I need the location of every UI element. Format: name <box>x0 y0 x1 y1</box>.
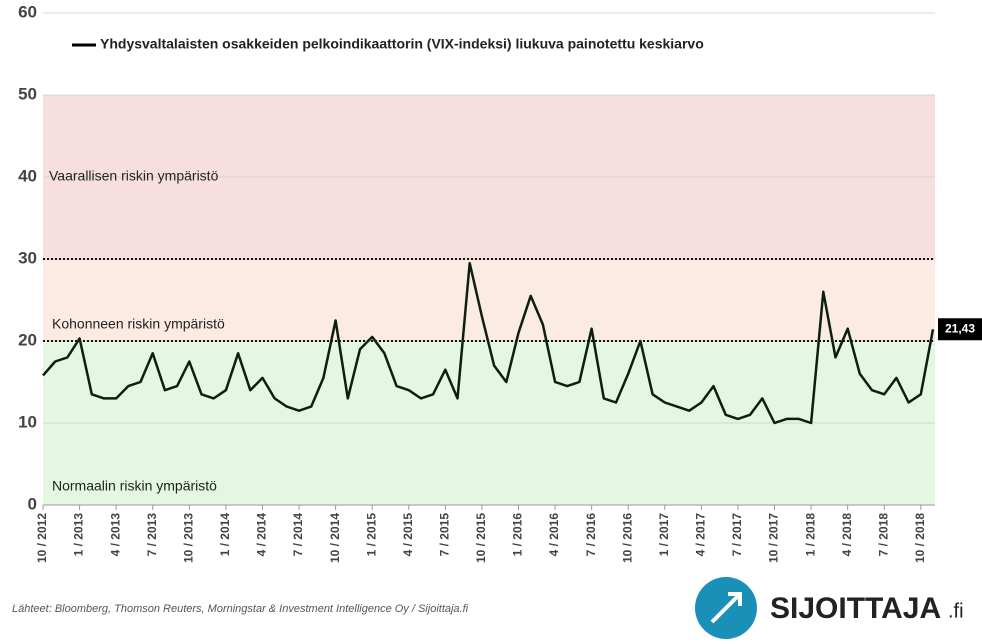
line <box>42 261 935 425</box>
x-tick-label: 10 / 2013 <box>181 513 195 563</box>
x-tick-label: 1 / 2013 <box>72 513 86 557</box>
x-tick-label: 10 / 2014 <box>328 513 342 563</box>
x-tick-label: 10 / 2015 <box>474 513 488 563</box>
source: Lähteet: Bloomberg, Thomson Reuters, Mor… <box>12 603 469 615</box>
x-tick-label: 4 / 2013 <box>108 513 122 557</box>
x-tick-label: 10 / 2012 <box>35 513 49 563</box>
y-tick-label: 20 <box>18 330 37 349</box>
y-tick-label: 30 <box>18 248 37 267</box>
x-tick-label: 1 / 2014 <box>218 513 232 557</box>
x-tick-label: 1 / 2018 <box>803 513 817 557</box>
legend-label: Yhdysvaltalaisten osakkeiden pelkoindika… <box>100 36 704 52</box>
x-tick-label: 7 / 2016 <box>584 513 598 557</box>
logo-suffix: .fi <box>948 600 964 622</box>
y-tick-label: 50 <box>18 84 37 103</box>
x-tick-label: 4 / 2014 <box>255 513 269 557</box>
x-tick-label: 10 / 2017 <box>767 513 781 563</box>
zone-label: Kohonneen riskin ympäristö <box>52 316 225 332</box>
y-tick-label: 40 <box>18 166 37 185</box>
x-tick-label: 4 / 2018 <box>840 513 854 557</box>
logo-arrow <box>710 592 742 624</box>
zone-label: Normaalin riskin ympäristö <box>52 478 217 494</box>
logo-name: SIJOITTAJA <box>770 592 941 625</box>
y-tick-label: 0 <box>28 494 37 513</box>
x-tick-label: 7 / 2018 <box>876 513 890 557</box>
x-tick-label: 10 / 2018 <box>913 513 927 563</box>
x-tick-label: 7 / 2017 <box>730 513 744 557</box>
zone <box>43 259 935 341</box>
x-tick-label: 4 / 2016 <box>547 513 561 557</box>
value-label: 21,43 <box>945 321 975 335</box>
x-tick-label: 1 / 2016 <box>511 513 525 557</box>
x-tick-label: 1 / 2017 <box>657 513 671 557</box>
y-tick-label: 60 <box>18 2 37 21</box>
y-tick-label: 10 <box>18 412 37 431</box>
x-tick-label: 7 / 2013 <box>145 513 159 557</box>
x-tick-label: 4 / 2015 <box>401 513 415 557</box>
x-tick-label: 1 / 2015 <box>364 513 378 557</box>
x-tick-label: 4 / 2017 <box>694 513 708 557</box>
value-label-box <box>938 318 982 341</box>
x-tick-label: 10 / 2016 <box>620 513 634 563</box>
zone-label: Vaarallisen riskin ympäristö <box>49 168 219 184</box>
x-tick-label: 7 / 2014 <box>291 513 305 557</box>
x-tick-label: 7 / 2015 <box>438 513 452 557</box>
